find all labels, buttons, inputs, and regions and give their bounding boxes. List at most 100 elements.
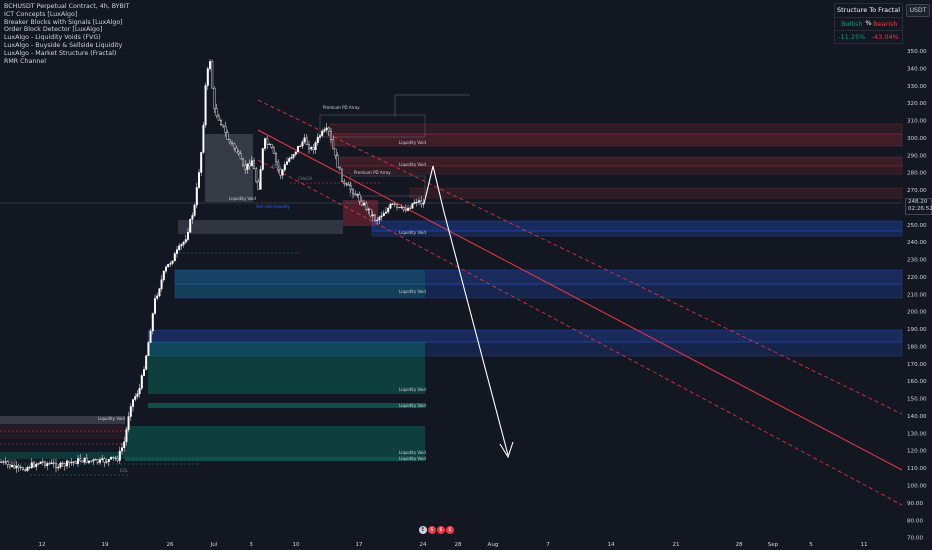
indicator-market-structure[interactable]: LuxAlgo - Market Structure (Fractal)	[4, 49, 117, 57]
dividend-event-icon[interactable]: $	[428, 526, 436, 534]
dividend-event-icon[interactable]: $	[446, 526, 454, 534]
bear-candle	[19, 466, 22, 469]
sellside-liquidity-label: Sell-side liquidity	[256, 204, 291, 209]
current-price-tag: 248.20 02:26:52	[905, 198, 932, 215]
time-axis-label: 24	[419, 542, 427, 548]
price-axis-label: 210.00	[907, 292, 927, 298]
earnings-event-icon[interactable]: E	[419, 526, 427, 534]
bull-candle	[83, 457, 86, 463]
indicator-rmr-channel[interactable]: RMR Channel	[4, 57, 47, 65]
bull-candle	[180, 244, 183, 247]
indicator-liquidity-voids[interactable]: LuxAlgo - Liquidity Voids (FVG)	[4, 34, 101, 42]
price-axis-label: 330.00	[907, 84, 927, 90]
bull-candle	[173, 253, 176, 262]
time-axis[interactable]: 12 19 26 Jul 3 10 17 24 28 Aug 7 14 21 28 5 Sep 11	[38, 542, 868, 548]
bearish-label: Bearish	[873, 20, 898, 28]
price-axis-label: 150.00	[907, 397, 927, 403]
price-axis[interactable]: 350.00 340.00 330.00 320.00 310.00 300.00 290.…	[907, 49, 927, 542]
bull-candle	[191, 215, 194, 220]
bull-candle	[208, 61, 211, 69]
table-value-row: -11.25% -43.04%	[835, 31, 902, 43]
price-axis-label: 350.00	[907, 49, 927, 55]
liquidity-void-label: Liquidity Void	[399, 230, 426, 235]
bull-candle	[167, 263, 170, 268]
bull-candle	[101, 458, 104, 460]
bull-candle	[118, 450, 121, 461]
bear-candle	[44, 461, 47, 466]
bear-candle	[68, 460, 71, 464]
bear-candle	[349, 185, 352, 190]
liquidity-void-label: Liquidity Void	[229, 196, 256, 201]
bear-candle	[211, 61, 214, 89]
candlestick-series[interactable]	[0, 58, 425, 473]
bear-candle	[6, 461, 9, 465]
bull-candle	[189, 219, 192, 233]
bear-candle	[369, 208, 372, 217]
bear-candle	[224, 126, 227, 133]
price-axis-label: 80.00	[907, 518, 923, 524]
zones-layer	[0, 94, 903, 461]
dividend-event-icon[interactable]: $	[437, 526, 445, 534]
bear-candle	[114, 457, 117, 459]
time-axis-label: 17	[355, 542, 363, 548]
bear-candle	[327, 127, 330, 132]
bull-candle	[290, 157, 293, 159]
bull-candle	[400, 207, 403, 209]
bull-candle	[202, 124, 205, 153]
rmr-channel	[257, 99, 903, 506]
bull-candle	[87, 460, 90, 463]
time-axis-label: Jul	[210, 542, 218, 548]
price-axis-label: 170.00	[907, 362, 927, 368]
bear-candle	[213, 87, 216, 109]
bear-candle	[222, 124, 225, 127]
bull-candle	[127, 416, 130, 430]
bear-candle	[217, 115, 220, 121]
bull-candle	[37, 463, 40, 465]
liquidity-void	[125, 457, 425, 461]
price-axis-label: 270.00	[907, 188, 927, 194]
bear-candle	[79, 458, 82, 462]
price-axis-label: 310.00	[907, 119, 927, 125]
arrowhead-icon	[499, 441, 514, 459]
bear-candle	[352, 189, 355, 195]
bear-candle	[103, 458, 106, 463]
bull-candle	[134, 396, 137, 400]
bull-candle	[303, 137, 306, 143]
price-axis-label: 130.00	[907, 431, 927, 437]
bull-candle	[26, 467, 29, 472]
bull-candle	[310, 147, 313, 150]
bull-candle	[175, 249, 178, 254]
bear-candle	[230, 141, 233, 145]
currency-badge[interactable]: USDT	[906, 4, 930, 17]
bear-candle	[8, 464, 11, 468]
bull-candle	[2, 461, 5, 463]
bull-candle	[59, 462, 62, 468]
time-axis-label: 3	[249, 542, 253, 548]
bull-candle	[281, 169, 284, 176]
indicator-buyside-sellside-liquidity[interactable]: LuxAlgo - Buyside & Sellside Liquidity	[4, 41, 123, 49]
bear-candle	[96, 459, 99, 463]
order-block	[0, 424, 125, 439]
price-axis-label: 300.00	[907, 136, 927, 142]
indicator-ict-concepts[interactable]: ICT Concepts [LuxAlgo]	[4, 10, 78, 18]
eqh-tag: EQH	[272, 164, 281, 169]
bos-tag: BOS	[8, 459, 17, 464]
bear-candle	[33, 462, 36, 467]
bull-candle	[125, 429, 128, 443]
symbol-title[interactable]: BCHUSDT Perpetual Contract, 4h, BYBIT	[4, 3, 130, 10]
premium-pd-array-label: Premium PD Array	[323, 105, 360, 110]
bear-candle	[308, 144, 311, 150]
price-axis-label: 180.00	[907, 344, 927, 350]
indicator-breaker-blocks[interactable]: Breaker Blocks with Signals [LuxAlgo]	[4, 18, 123, 26]
price-axis-label: 200.00	[907, 310, 927, 316]
liquidity-void	[148, 403, 425, 408]
bull-candle	[380, 215, 383, 218]
choch-tag: CHoCH	[298, 176, 312, 181]
bear-candle	[334, 148, 337, 156]
bear-candle	[374, 214, 377, 221]
indicator-order-block-detector[interactable]: Order Block Detector [LuxAlgo]	[4, 26, 103, 34]
bull-candle	[261, 148, 264, 170]
bear-candle	[74, 461, 77, 464]
